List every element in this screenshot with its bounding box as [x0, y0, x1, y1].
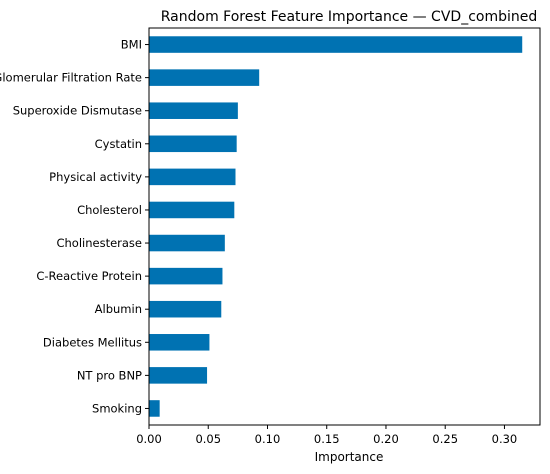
x-tick-label: 0.10 [255, 432, 281, 446]
x-axis-ticks: 0.00 0.05 0.10 0.15 0.20 0.25 0.30 [136, 425, 517, 446]
y-tick-label: NT pro BNP [77, 368, 142, 382]
x-tick-label: 0.30 [492, 432, 518, 446]
bar-cholesterol [149, 201, 235, 219]
bar-superoxide-dismutase [149, 102, 238, 119]
bar-glomerular-filtration-rate [149, 69, 260, 86]
y-tick-label: Diabetes Mellitus [43, 335, 142, 349]
bar-bmi [149, 36, 523, 53]
x-tick-label: 0.00 [136, 432, 162, 446]
bar-diabetes-mellitus [149, 334, 210, 351]
y-axis-ticks: BMI Glomerular Filtration Rate Superoxide … [0, 38, 149, 415]
x-axis-label: Importance [315, 450, 384, 464]
y-tick-label: Albumin [95, 302, 142, 316]
chart-title: Random Forest Feature Importance — CVD_c… [161, 9, 538, 25]
bar-nt-pro-bnp [149, 367, 208, 384]
plot-frame [148, 27, 541, 426]
x-tick-label: 0.15 [314, 432, 340, 446]
y-tick-label: Smoking [92, 401, 142, 415]
y-tick-label: Physical activity [49, 170, 142, 184]
bar-cholinesterase [149, 234, 225, 252]
y-tick-label: Superoxide Dismutase [13, 104, 142, 118]
y-tick-label: Glomerular Filtration Rate [0, 71, 142, 85]
y-tick-label: C-Reactive Protein [36, 269, 142, 283]
y-tick-label: Cholesterol [77, 203, 142, 217]
y-tick-label: Cholinesterase [56, 236, 142, 250]
bar-cystatin [149, 135, 237, 153]
bar-c-reactive-protein [149, 267, 223, 285]
y-tick-label: BMI [121, 38, 142, 52]
bar-smoking [149, 400, 160, 417]
bar-albumin [149, 300, 222, 318]
x-tick-label: 0.05 [195, 432, 221, 446]
y-tick-label: Cystatin [95, 137, 142, 151]
x-tick-label: 0.20 [373, 432, 399, 446]
x-tick-label: 0.25 [432, 432, 458, 446]
bar-physical-activity [149, 168, 236, 186]
bars-layer [149, 36, 523, 417]
